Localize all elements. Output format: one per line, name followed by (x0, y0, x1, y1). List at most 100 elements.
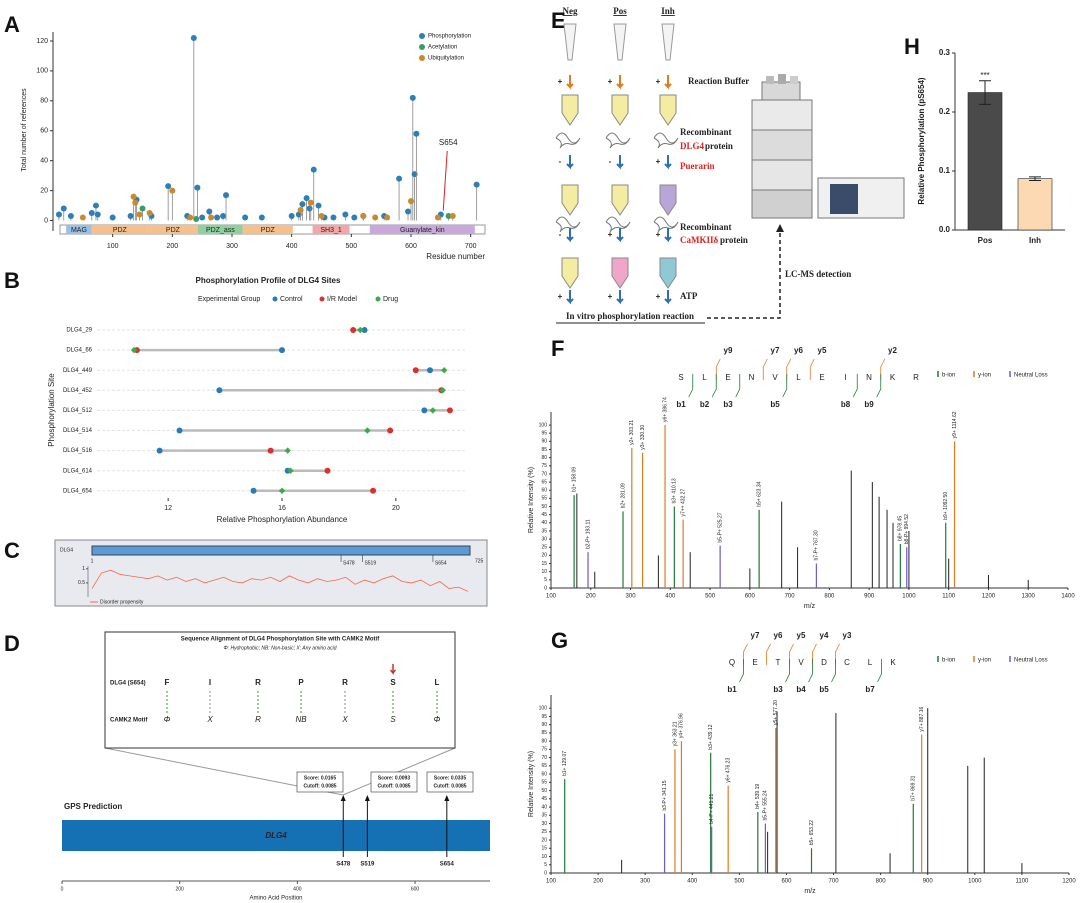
cutoff-label: Cutoff: 0.0085 (303, 783, 336, 789)
lollipop-head (315, 202, 322, 209)
y-axis-label: Phosphorylation Site (47, 373, 56, 447)
row-label: DLG4_614 (63, 468, 93, 474)
peak-label: y3+ 363.21 (672, 721, 678, 746)
lollipop-head (310, 166, 317, 173)
domain-label: PDZ (261, 227, 276, 234)
dot (250, 487, 257, 494)
y-tick-label: 65 (541, 763, 547, 769)
y-tick-label: 30 (541, 821, 547, 827)
x-tick-label: 600 (745, 594, 756, 600)
site-label: S654 (435, 560, 447, 566)
y-tick-label: 45 (541, 512, 547, 518)
x-axis-label: Relative Phosphorylation Abundance (217, 515, 348, 524)
legend-label: I/R Model (327, 296, 357, 303)
x-tick-label: 600 (781, 879, 792, 885)
score-box (296, 771, 344, 793)
domain-label: Guanylate_kin (400, 227, 445, 234)
sequence-residue: V (772, 373, 778, 382)
row-label: DLG4_654 (63, 488, 93, 494)
step-arrow (566, 228, 574, 243)
ion-bracket (808, 659, 813, 683)
y-tick-label: 55 (541, 496, 547, 502)
peak-label: b5+ 653.22 (809, 820, 815, 845)
sequence-residue: S (678, 373, 683, 382)
x-tick-label: 500 (705, 594, 716, 600)
y-tick-label: 40 (40, 158, 48, 165)
alignment-cells: F Φ I X R R P NB R X S S L Φ (164, 664, 441, 724)
legend-marker (419, 55, 425, 61)
x-tick-label: 600 (405, 243, 417, 250)
y-ion-label: y6 (794, 346, 803, 355)
ion-bracket (715, 358, 721, 380)
x-tick-label: 700 (785, 594, 796, 600)
ion-bracket (877, 659, 882, 683)
site-label: S519 (360, 862, 375, 868)
ion-bracket (762, 358, 768, 380)
dot (429, 407, 437, 414)
pipette-tip (661, 23, 675, 61)
site-label: S654 (440, 862, 455, 868)
y-tick-label: 50 (541, 504, 547, 510)
y-tick-label: 120 (36, 38, 48, 45)
domain (242, 225, 293, 234)
step-arrow (616, 290, 624, 305)
peak-label: y5+ 577.20 (773, 700, 779, 725)
peak-label: y4+ 376.96 (679, 713, 685, 738)
lc-ms-instrument (751, 74, 905, 219)
x-tick-label: Pos (978, 236, 993, 245)
pipette-tip (563, 23, 577, 61)
b-ion-label: b3 (773, 685, 783, 694)
lollipop-head (214, 214, 221, 221)
legend-label: Acetylation (428, 45, 457, 51)
tube (561, 94, 579, 126)
domain (91, 225, 148, 234)
arrow-head (444, 795, 450, 801)
y-axis-label: Relative Intensity (%) (528, 467, 535, 533)
domain-label: PDZ (113, 227, 128, 234)
step-label: Recombinant (680, 222, 732, 232)
y-tick-label: 80 (541, 738, 547, 744)
row-label: DLG4_449 (63, 368, 93, 374)
lollipop-head (88, 210, 95, 217)
motif-residue: S (390, 715, 396, 724)
panel-label: G (551, 628, 568, 653)
cutoff-label: Cutoff: 0.0085 (433, 783, 466, 789)
x-tick-label: 500 (345, 243, 357, 250)
protein-glyph (605, 132, 631, 149)
y-tick-label: 20 (541, 837, 547, 843)
lollipop-head (127, 213, 134, 220)
zoom-line (342, 747, 456, 796)
chart-title: GPS Prediction (64, 802, 122, 811)
sequence-residue: E (725, 373, 730, 382)
motif-residue: NB (295, 715, 307, 724)
step-arrow (664, 290, 672, 305)
motif-residue: Φ (434, 715, 441, 724)
lollipop-head (199, 214, 206, 221)
dot (427, 367, 433, 374)
domain (147, 225, 198, 234)
range-end: 725 (475, 558, 484, 564)
score-box (426, 771, 474, 793)
bar (967, 92, 1003, 231)
sign: + (608, 230, 613, 239)
step-arrow (566, 155, 574, 170)
y-tick-label: 10 (541, 854, 547, 860)
sequence-residue: L (702, 373, 707, 382)
sign: + (656, 77, 661, 86)
sequence-residue: C (844, 658, 850, 667)
dot (216, 387, 223, 394)
legend-label: y-ion (978, 373, 991, 379)
domain-label: PDZ (166, 227, 181, 234)
lollipop-head (288, 213, 295, 220)
error-bar (1029, 176, 1041, 181)
x-tick-label: 700 (829, 879, 840, 885)
y-ion-label: y5 (797, 631, 806, 640)
lollipop-head (351, 214, 358, 221)
arrow-head (364, 795, 370, 801)
x-tick-label: 1200 (1062, 879, 1076, 885)
y-tick-label: 0.3 (939, 48, 951, 57)
peak-label: b7-P+ 767.30 (814, 530, 820, 560)
x-axis-label: Residue number (426, 252, 485, 261)
panel-label: A (4, 12, 20, 37)
peak-label: b4+ 539.19 (755, 784, 761, 809)
